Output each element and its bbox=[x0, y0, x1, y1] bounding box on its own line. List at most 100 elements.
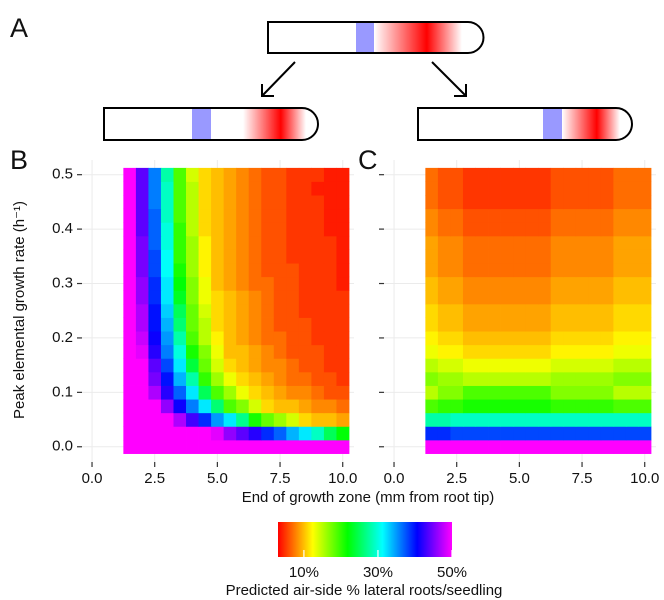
heatmap-cell bbox=[298, 167, 312, 182]
heatmap-cell bbox=[211, 399, 225, 414]
heatmap-cell bbox=[625, 412, 639, 427]
heatmap-cell bbox=[437, 195, 451, 210]
heatmap-cell bbox=[437, 412, 451, 427]
heatmap-cell bbox=[563, 181, 577, 196]
heatmap-cell bbox=[173, 399, 187, 414]
heatmap-cell bbox=[550, 222, 564, 237]
heatmap-cell bbox=[148, 317, 162, 332]
heatmap-cell bbox=[613, 195, 627, 210]
heatmap-cell bbox=[525, 385, 539, 400]
heatmap-cell bbox=[488, 358, 501, 373]
heatmap-cell bbox=[500, 222, 514, 237]
heatmap-cell bbox=[450, 412, 464, 427]
heatmap-cell bbox=[513, 317, 527, 332]
heatmap-cell bbox=[236, 331, 250, 346]
heatmap-cell bbox=[311, 276, 325, 291]
heatmap-cell bbox=[513, 249, 527, 264]
heatmap-cell bbox=[223, 263, 237, 278]
heatmap-cell bbox=[336, 181, 350, 196]
heatmap-cell bbox=[261, 235, 275, 250]
heatmap-cell bbox=[500, 358, 514, 373]
heatmap-cell bbox=[311, 439, 325, 454]
heatmap-cell bbox=[425, 167, 439, 182]
heatmap-cell bbox=[223, 249, 237, 264]
heatmap-cell bbox=[538, 222, 552, 237]
heatmap-cell bbox=[186, 344, 199, 359]
heatmap-cell bbox=[223, 303, 237, 318]
heatmap-cell bbox=[575, 249, 589, 264]
heatmap-cell bbox=[625, 439, 639, 454]
heatmap-cell bbox=[525, 412, 539, 427]
heatmap-cell bbox=[600, 181, 614, 196]
heatmap-cell bbox=[211, 371, 225, 386]
heatmap-cell bbox=[638, 399, 652, 414]
heatmap-cell bbox=[513, 181, 527, 196]
heatmap-cell bbox=[613, 371, 627, 386]
heatmap-cell bbox=[198, 181, 212, 196]
heatmap-cell bbox=[236, 439, 250, 454]
heatmap-cell bbox=[173, 385, 187, 400]
heatmap-cell bbox=[148, 167, 162, 182]
heatmap-cell bbox=[123, 208, 137, 223]
heatmap-cell bbox=[538, 235, 552, 250]
heatmap-cell bbox=[236, 358, 250, 373]
heatmap-cell bbox=[550, 303, 564, 318]
heatmap-cell bbox=[286, 208, 300, 223]
heatmap-cell bbox=[273, 317, 287, 332]
heatmap-cell bbox=[323, 426, 337, 441]
heatmap-cell bbox=[223, 317, 237, 332]
heatmap-cell bbox=[563, 208, 577, 223]
heatmap-cell bbox=[450, 222, 464, 237]
heatmap-cell bbox=[588, 303, 602, 318]
heatmap-cell bbox=[488, 276, 501, 291]
heatmap-cell bbox=[336, 385, 350, 400]
heatmap-cell bbox=[135, 358, 149, 373]
heatmap-cell bbox=[323, 344, 337, 359]
heatmap-cell bbox=[198, 331, 212, 346]
heatmap-cell bbox=[462, 290, 476, 305]
heatmap-cell bbox=[286, 331, 300, 346]
heatmap-cell bbox=[148, 412, 162, 427]
heatmap-cell bbox=[123, 195, 137, 210]
heatmap-cell bbox=[437, 317, 451, 332]
x-axis-label: End of growth zone (mm from root tip) bbox=[242, 489, 495, 506]
heatmap-cell bbox=[123, 181, 137, 196]
heatmap-cell bbox=[488, 371, 501, 386]
heatmap-cell bbox=[575, 385, 589, 400]
heatmap-cell bbox=[550, 276, 564, 291]
heatmap-cell bbox=[160, 195, 174, 210]
heatmap-cell bbox=[123, 385, 137, 400]
heatmap-cell bbox=[462, 208, 476, 223]
heatmap-cell bbox=[525, 371, 539, 386]
heatmap-cell bbox=[198, 317, 212, 332]
heatmap-cell bbox=[198, 276, 212, 291]
heatmap-cell bbox=[186, 371, 199, 386]
heatmap-cell bbox=[261, 439, 275, 454]
heatmap-cell bbox=[160, 290, 174, 305]
heatmap-cell bbox=[425, 412, 439, 427]
heatmap-cell bbox=[513, 222, 527, 237]
heatmap-cell bbox=[475, 358, 489, 373]
heatmap-cell bbox=[148, 222, 162, 237]
heatmap-cell bbox=[223, 331, 237, 346]
heatmap-cell bbox=[286, 344, 300, 359]
heatmap-cell bbox=[160, 399, 174, 414]
heatmap-cell bbox=[600, 371, 614, 386]
heatmap-cell bbox=[236, 385, 250, 400]
heatmap-cell bbox=[123, 371, 137, 386]
heatmap-cell bbox=[488, 331, 501, 346]
heatmap-cell bbox=[336, 358, 350, 373]
heatmap-cell bbox=[211, 358, 225, 373]
heatmap-cell bbox=[538, 399, 552, 414]
heatmap-cell bbox=[450, 385, 464, 400]
heatmap-cell bbox=[248, 263, 262, 278]
heatmap-cell bbox=[437, 385, 451, 400]
heatmap-cell bbox=[236, 195, 250, 210]
heatmap-cell bbox=[298, 385, 312, 400]
heatmap-cell bbox=[135, 249, 149, 264]
heatmap-cell bbox=[298, 263, 312, 278]
heatmap-cell bbox=[160, 344, 174, 359]
heatmap-cell bbox=[248, 235, 262, 250]
heatmap-cell bbox=[563, 371, 577, 386]
heatmap-cell bbox=[475, 195, 489, 210]
